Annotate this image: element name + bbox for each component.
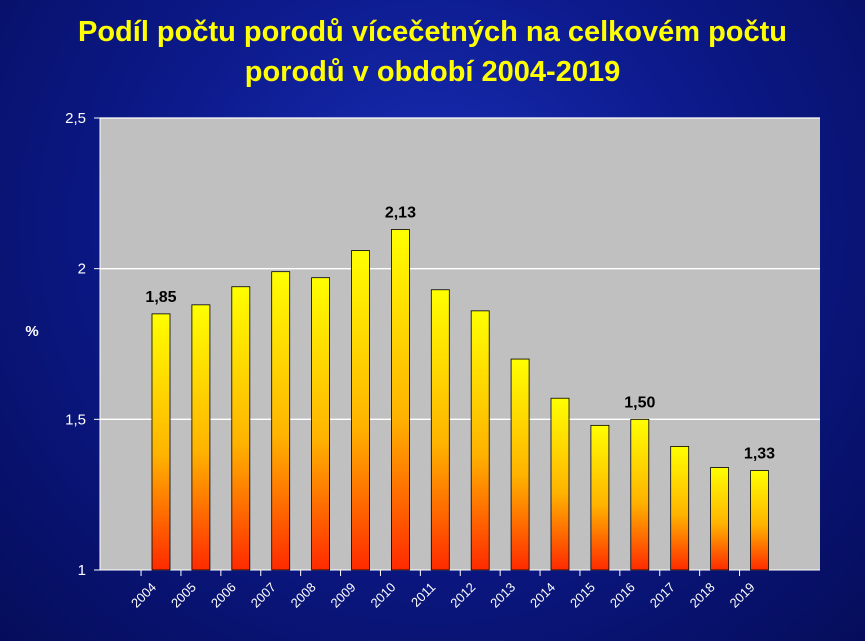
bar-2016	[630, 418, 650, 571]
x-tick-label-2018: 2018	[687, 580, 718, 611]
bar-2006	[231, 286, 251, 571]
x-tick-label-2015: 2015	[567, 580, 598, 611]
x-tick-label-2017: 2017	[647, 580, 678, 611]
bar-2013	[510, 358, 530, 571]
bar-2012	[470, 310, 490, 571]
y-tick-label-1: 1,5	[65, 411, 86, 428]
bars	[151, 229, 769, 571]
bar-2005	[191, 304, 211, 571]
x-tick-label-2004: 2004	[128, 580, 159, 611]
bar-2018	[710, 467, 729, 571]
y-tick-label-3: 2,5	[65, 110, 86, 127]
bar-2017	[670, 446, 690, 571]
y-tick-label-2: 2	[78, 261, 86, 278]
x-tick-label-2012: 2012	[447, 580, 478, 611]
axes	[94, 117, 820, 576]
bar-2004	[151, 313, 171, 571]
x-tick-label-2010: 2010	[367, 580, 398, 611]
gridlines	[100, 117, 820, 420]
bar-2008	[311, 277, 331, 571]
x-tick-label-2011: 2011	[408, 580, 438, 610]
x-tick-label-2019: 2019	[727, 580, 758, 611]
x-tick-label-2008: 2008	[288, 580, 319, 611]
bar-2019	[750, 470, 769, 571]
data-label-2016: 1,50	[624, 394, 655, 411]
x-tick-label-2005: 2005	[168, 580, 199, 611]
x-tick-labels: 2004 2005 2006 2007 2008 2009 2010 2011 2012 2013…	[128, 580, 758, 611]
plot-area	[100, 118, 820, 570]
bar-2007	[271, 271, 291, 571]
x-tick-label-2014: 2014	[527, 580, 558, 611]
y-tick-labels: 1 1,5 2 2,5	[65, 110, 86, 579]
x-tick-label-2006: 2006	[208, 580, 239, 611]
x-tick-label-2009: 2009	[328, 580, 359, 611]
x-tick-label-2007: 2007	[248, 580, 279, 611]
bar-2015	[590, 424, 610, 571]
data-label-2019: 1,33	[744, 446, 775, 463]
data-labels: 1,85 2,13 1,50 1,33	[145, 204, 775, 462]
data-label-2010: 2,13	[385, 204, 416, 221]
bar-2010	[390, 229, 410, 571]
x-tick-label-2013: 2013	[487, 580, 518, 611]
chart-title-line-1: Podíl počtu porodů vícečetných na celkov…	[77, 16, 788, 48]
chart-title: Podíl počtu porodů vícečetných na celkov…	[0, 12, 865, 92]
x-tick-label-2016: 2016	[607, 580, 638, 611]
y-axis-label: %	[25, 323, 38, 340]
chart-title-line-2: porodů v období 2004-2019	[244, 56, 621, 88]
bar-2011	[430, 289, 450, 571]
bar-2009	[351, 250, 370, 571]
y-tick-label-0: 1	[78, 562, 86, 579]
bar-2014	[550, 397, 570, 571]
data-label-2004: 1,85	[145, 289, 176, 306]
